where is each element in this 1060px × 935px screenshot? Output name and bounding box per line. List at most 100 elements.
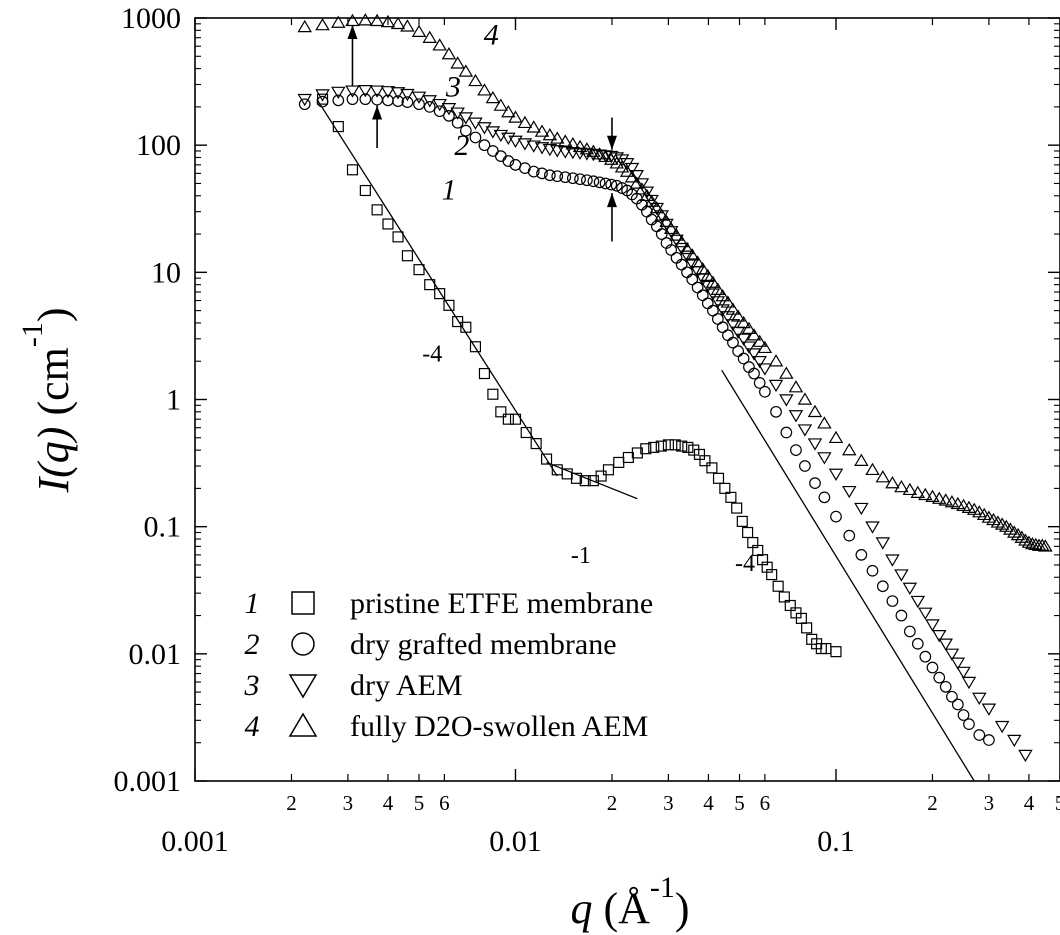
data-point (530, 438, 542, 450)
data-point (392, 95, 404, 107)
data-point (725, 491, 737, 503)
data-point (411, 24, 427, 37)
data-point (629, 176, 645, 189)
x-minor-tick-label: 4 (703, 791, 714, 815)
legend-entry: 2 dry grafted membrane (245, 628, 617, 661)
data-point (695, 262, 711, 275)
data-point (502, 155, 515, 167)
data-point (705, 275, 721, 288)
x-axis-title: q (Å-1) (570, 871, 689, 933)
data-point (725, 302, 741, 315)
data-point (830, 510, 842, 523)
x-minor-tick-label: 2 (286, 791, 297, 815)
data-point (559, 171, 572, 184)
data-point (509, 413, 522, 425)
data-point (932, 491, 947, 504)
data-point (895, 609, 908, 622)
data-point (550, 145, 565, 158)
data-point (332, 121, 344, 133)
data-point (644, 194, 659, 207)
data-series (297, 13, 1053, 763)
data-point (517, 115, 533, 129)
data-point (434, 288, 446, 300)
data-point (443, 299, 455, 311)
data-point (534, 124, 550, 137)
data-point (746, 328, 762, 341)
data-point (599, 177, 612, 190)
data-point (876, 580, 889, 593)
data-point (722, 329, 734, 342)
data-point (809, 477, 821, 489)
data-point (828, 468, 844, 481)
data-point (315, 17, 330, 31)
data-point (828, 430, 844, 444)
data-point (757, 340, 773, 354)
data-point (875, 470, 891, 483)
data-point (903, 625, 916, 638)
data-point (614, 160, 630, 173)
data-point (855, 549, 868, 561)
data-point (925, 489, 940, 502)
data-point (543, 169, 556, 182)
data-point (932, 630, 947, 643)
data-point (865, 521, 880, 534)
data-point (720, 295, 736, 308)
data-point (358, 85, 373, 98)
data-point (631, 447, 643, 459)
legend-entry: 1 pristine ETFE membrane (245, 587, 654, 620)
data-point (315, 89, 330, 102)
x-axis-var: q (570, 884, 592, 933)
x-minor-tick-label: 6 (760, 791, 771, 815)
data-point (634, 178, 650, 191)
arrow-head (347, 25, 358, 40)
data-point (933, 671, 946, 684)
arrow (372, 105, 383, 148)
data-point (1021, 535, 1037, 548)
data-point (784, 599, 796, 612)
data-point (359, 184, 371, 197)
y-axis-unit: (cm (29, 347, 78, 426)
data-point (918, 487, 933, 501)
data-point (595, 470, 607, 482)
data-point (478, 139, 491, 152)
data-point (469, 341, 482, 353)
slope-line (316, 98, 558, 477)
data-point (639, 188, 655, 202)
data-point (478, 367, 490, 380)
data-point (1028, 537, 1043, 551)
data-point (634, 182, 650, 195)
data-point (382, 218, 394, 230)
data-point (770, 405, 782, 418)
data-point (981, 703, 997, 716)
data-point (926, 661, 939, 674)
y-axis-title: I(q) (cm-1) (16, 307, 78, 493)
data-point (866, 564, 879, 577)
data-point (487, 145, 499, 157)
data-point (682, 441, 694, 453)
y-tick-label: 0.01 (129, 638, 182, 671)
data-point (441, 47, 457, 60)
data-point (779, 366, 794, 379)
data-point (894, 479, 909, 493)
data-point (741, 321, 757, 335)
data-point (911, 637, 924, 650)
data-point (605, 178, 618, 191)
data-point (558, 146, 573, 159)
data-point (778, 591, 790, 603)
data-point (732, 345, 744, 358)
data-point (752, 334, 767, 347)
data-point (527, 165, 540, 178)
data-point (690, 255, 705, 268)
data-point (801, 622, 813, 634)
data-point (885, 554, 900, 567)
x-minor-tick-label: 5 (734, 791, 745, 815)
data-point (807, 438, 823, 451)
arrow-head (372, 105, 383, 120)
data-point (346, 93, 359, 106)
data-point (736, 515, 748, 527)
data-point (1007, 525, 1022, 538)
data-point (746, 348, 762, 361)
legend-marker (291, 591, 315, 615)
x-minor-tick-label: 4 (1024, 791, 1035, 815)
data-point (536, 167, 548, 180)
